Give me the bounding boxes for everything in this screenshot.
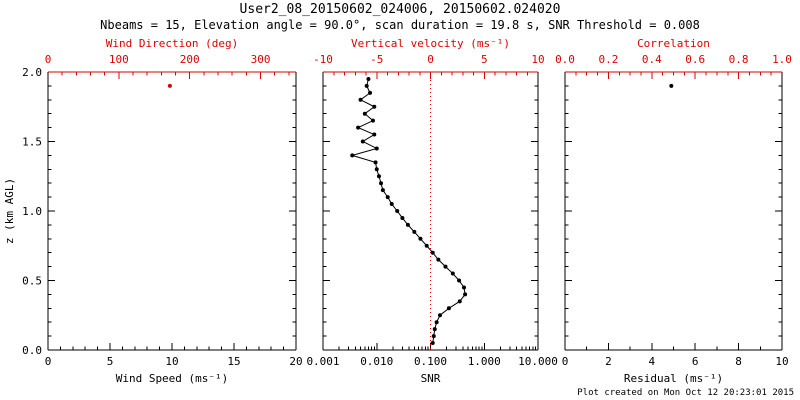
residual-x-tick: 2 <box>605 355 612 368</box>
wind-x-tick: 0 <box>45 355 52 368</box>
residual-x-tick: 8 <box>735 355 742 368</box>
plot-subtitle: Nbeams = 15, Elevation angle = 90.0°, sc… <box>100 18 700 32</box>
y-tick: 0.0 <box>22 344 42 357</box>
series-residual-point <box>669 83 674 88</box>
snr-x-tick: 1.000 <box>468 355 501 368</box>
residual-top-tick: 0.8 <box>729 53 749 66</box>
wind-top-tick: 200 <box>180 53 200 66</box>
wind-x-tick: 5 <box>107 355 114 368</box>
wind-bottom-axis-label: Wind Speed (ms⁻¹) <box>116 372 229 385</box>
y-tick: 1.5 <box>22 136 42 149</box>
snr-top-tick: -10 <box>313 53 333 66</box>
snr-x-tick: 0.001 <box>306 355 339 368</box>
snr-x-tick: 10.000 <box>518 355 558 368</box>
series-wind-direction-point <box>167 83 172 88</box>
wind-x-tick: 10 <box>165 355 178 368</box>
wind-x-tick: 20 <box>289 355 302 368</box>
wind-x-tick: 15 <box>227 355 240 368</box>
wind-top-tick: 100 <box>109 53 129 66</box>
wind-top-tick: 300 <box>251 53 271 66</box>
y-tick: 1.0 <box>22 205 42 218</box>
residual-bottom-axis-label: Residual (ms⁻¹) <box>624 372 723 385</box>
residual-top-axis-label: Correlation <box>637 37 710 50</box>
snr-top-tick: 0 <box>427 53 434 66</box>
wind-top-axis-label: Wind Direction (deg) <box>106 37 238 50</box>
residual-top-tick: 0.6 <box>685 53 705 66</box>
residual-top-tick: 0.2 <box>598 53 618 66</box>
y-axis-label: z (km AGL) <box>3 178 16 244</box>
y-tick: 0.5 <box>22 275 42 288</box>
plot-credit: Plot created on Mon Oct 12 20:23:01 2015 <box>577 388 794 398</box>
snr-top-tick: 5 <box>481 53 488 66</box>
series-snr-profile <box>350 76 468 346</box>
snr-x-tick: 0.010 <box>360 355 393 368</box>
snr-top-tick: 10 <box>531 53 544 66</box>
residual-top-tick: 0.0 <box>555 53 575 66</box>
residual-top-tick: 1.0 <box>772 53 792 66</box>
snr-top-tick: -5 <box>370 53 383 66</box>
residual-x-tick: 6 <box>692 355 699 368</box>
residual-x-tick: 10 <box>775 355 788 368</box>
residual-top-tick: 0.4 <box>642 53 662 66</box>
residual-x-tick: 4 <box>648 355 655 368</box>
plot-title: User2_08_20150602_024006, 20150602.02402… <box>239 2 561 17</box>
snr-top-axis-label: Vertical velocity (ms⁻¹) <box>351 37 510 50</box>
panel-snr: 0.001 0.010 0.100 1.000 10.000 -10 -5 0 5 10 SNR Ve… <box>306 37 557 385</box>
panel-residual: 0 2 4 6 8 10 0.0 0.2 0.4 0.6 0.8 1.0 Residual (ms⁻¹)… <box>555 37 792 385</box>
residual-x-tick: 0 <box>562 355 569 368</box>
snr-x-tick: 0.100 <box>414 355 447 368</box>
wind-top-tick: 0 <box>45 53 52 66</box>
y-tick: 2.0 <box>22 66 42 79</box>
snr-bottom-axis-label: SNR <box>421 372 441 385</box>
